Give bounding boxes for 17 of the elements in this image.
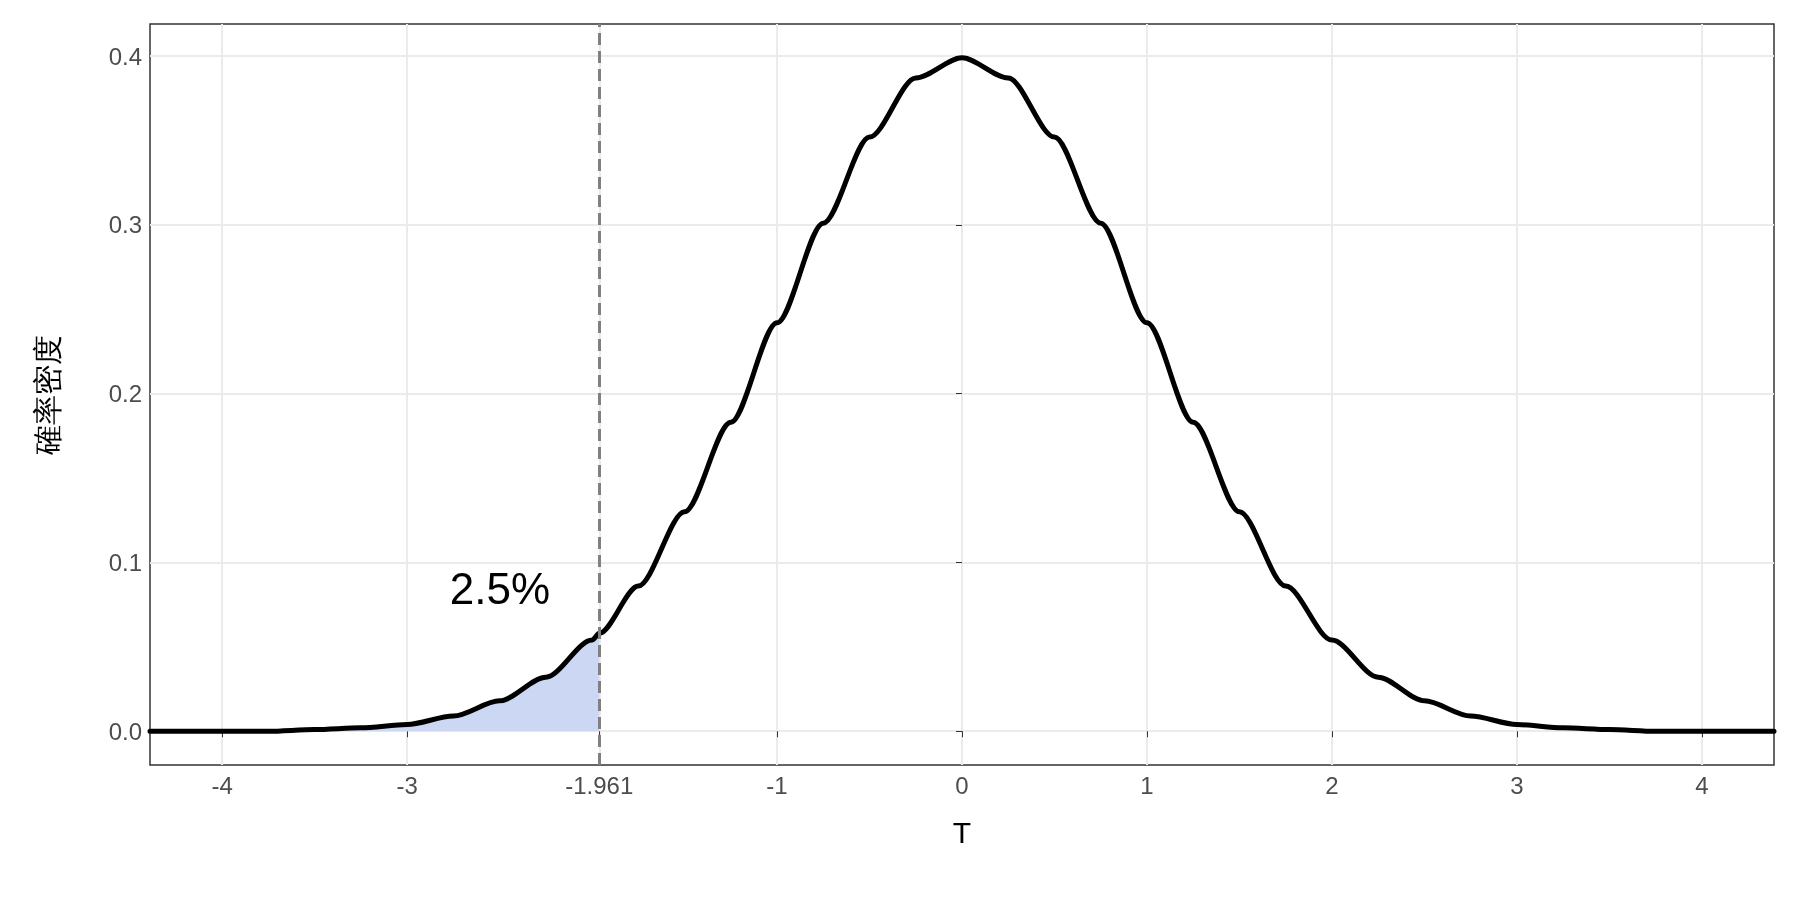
x-tick-label: 1	[1140, 771, 1154, 799]
y-tick-label: 0.2	[108, 380, 142, 408]
x-tick-label: 0	[955, 771, 969, 799]
annotation: 2.5%	[449, 563, 551, 613]
x-tick-label: -4	[211, 771, 233, 799]
x-tick-label: -1.961	[565, 771, 634, 799]
y-tick-label: 0.1	[108, 548, 142, 576]
y-tick-label: 0.0	[108, 717, 142, 745]
x-axis-title: T	[952, 815, 972, 849]
x-tick-label: 2	[1325, 771, 1339, 799]
x-tick-label: 3	[1510, 771, 1524, 799]
x-tick-label: -3	[396, 771, 418, 799]
y-tick-label: 0.3	[108, 211, 142, 239]
x-tick-label: 4	[1695, 771, 1709, 799]
y-tick-label: 0.4	[108, 42, 142, 70]
x-tick-label: -1	[766, 771, 788, 799]
y-axis-title: 確率密度	[30, 334, 64, 456]
